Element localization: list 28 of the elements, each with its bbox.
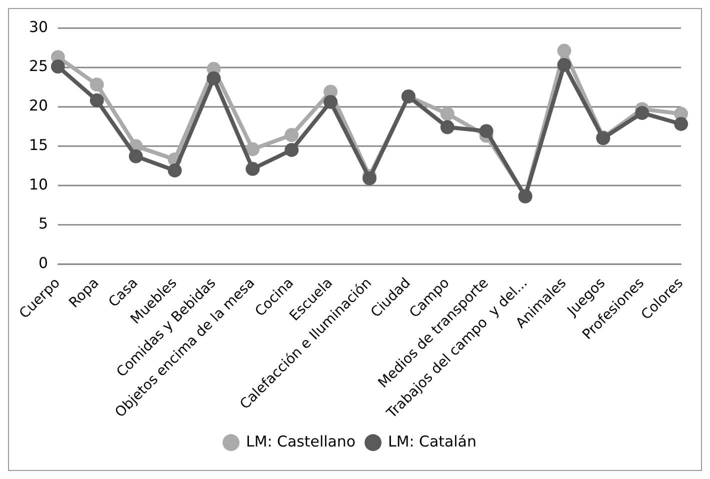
point [440,120,454,134]
y-tick-label: 15 [28,136,48,154]
point [324,94,338,109]
point [635,106,650,120]
point [674,117,688,131]
point [128,149,143,164]
point [284,143,299,157]
legend-label: LM: Catalán [388,432,476,450]
point [50,60,65,74]
point [557,44,572,58]
point [90,93,104,108]
y-tick-label: 25 [28,57,48,76]
point [90,78,104,92]
y-tick-label: 30 [28,18,48,36]
y-tick-label: 20 [28,96,48,115]
point [284,128,299,142]
legend-label: LM: Castellano [246,432,356,450]
y-tick-label: 0 [38,254,48,272]
point [479,124,494,138]
point [206,71,221,86]
y-tick-label: 10 [28,175,48,194]
point [440,106,454,121]
point [168,164,182,178]
point [362,171,376,186]
point [557,58,572,72]
point [246,162,260,176]
y-tick-label: 5 [38,214,48,233]
point [246,142,260,156]
